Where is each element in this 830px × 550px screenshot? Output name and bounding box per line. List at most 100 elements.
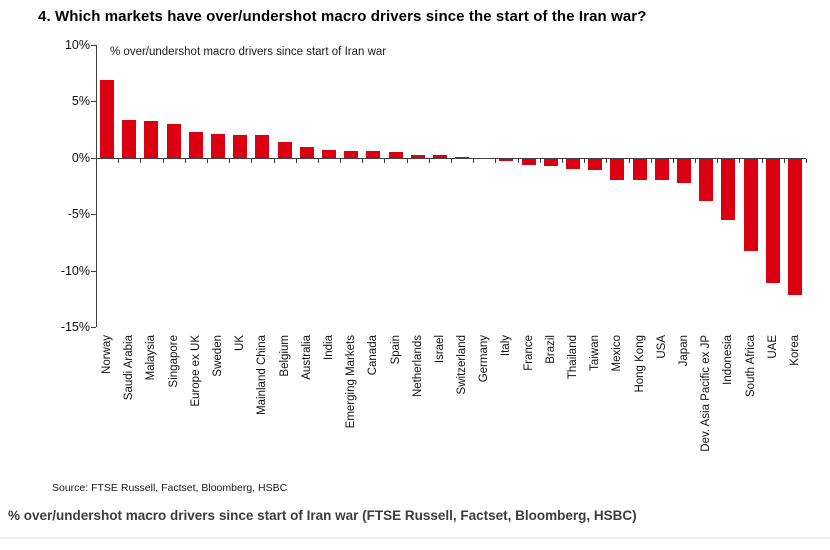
x-axis-tick (362, 158, 364, 163)
x-axis-category-label: Thailand (567, 335, 580, 380)
x-axis-tick (672, 158, 674, 163)
bar (655, 159, 669, 180)
x-axis-category-label: UAE (766, 335, 779, 359)
x-axis-tick (273, 158, 275, 163)
x-axis-tick (451, 158, 452, 163)
x-axis-line (96, 157, 806, 159)
x-axis-tick (695, 158, 697, 163)
bar (744, 159, 758, 251)
source-note: Source: FTSE Russell, Factset, Bloomberg… (52, 482, 288, 494)
bar (389, 152, 403, 158)
x-axis-tick (140, 158, 142, 163)
bar (544, 159, 558, 166)
x-axis-tick (162, 158, 164, 163)
x-axis-category-label: Taiwan (589, 335, 602, 371)
bar (300, 147, 314, 158)
bar (189, 132, 203, 158)
x-axis-category-label: India (322, 335, 335, 360)
y-axis-tick (91, 101, 96, 103)
x-axis-tick (628, 158, 630, 163)
x-axis-tick (806, 158, 807, 163)
x-axis-category-label: Japan (677, 335, 690, 367)
bar (233, 135, 247, 158)
y-axis-tick-label: 10% (64, 38, 90, 52)
caption: % over/undershot macro drivers since sta… (8, 508, 637, 523)
x-axis-tick (561, 158, 563, 163)
bar (610, 159, 624, 180)
x-axis-tick (539, 158, 541, 163)
x-axis-tick (473, 158, 475, 163)
x-axis-tick (295, 158, 297, 163)
x-axis-tick (118, 158, 120, 163)
x-axis-category-label: Germany (478, 335, 491, 383)
bar (411, 155, 425, 158)
bar (455, 157, 469, 158)
bar (677, 159, 691, 183)
x-axis-category-label: South Africa (744, 335, 757, 398)
bar (721, 159, 735, 220)
bar (122, 120, 136, 158)
bar (566, 159, 580, 169)
bar (699, 159, 713, 201)
x-axis-tick (406, 158, 408, 163)
bar (499, 159, 513, 161)
x-axis-category-label: Norway (101, 335, 114, 374)
bar-chart: 10% 5% 0% -5% -10% -15% Norway Saudi Arabia Mal… (60, 38, 807, 452)
x-axis-tick (317, 158, 319, 163)
x-axis-tick (606, 158, 608, 163)
x-axis-tick (495, 158, 497, 163)
x-axis-category-label: Belgium (278, 335, 291, 377)
bar (788, 159, 802, 295)
x-axis-category-label: Mainland China (256, 335, 269, 415)
y-axis-tick-label: 5% (71, 94, 90, 109)
bar (344, 151, 358, 158)
bar (366, 151, 380, 158)
x-axis-category-label: France (522, 335, 535, 371)
y-axis-tick (91, 157, 96, 159)
x-axis-category-label: Indonesia (722, 335, 735, 385)
bar (766, 159, 780, 283)
x-axis-tick (783, 158, 785, 163)
x-axis-tick (251, 158, 253, 163)
bar (255, 135, 269, 158)
x-axis-category-label: Netherlands (411, 335, 424, 398)
bar (278, 142, 292, 158)
x-axis-tick (96, 158, 97, 163)
x-axis-category-label: Emerging Markets (345, 335, 358, 429)
x-axis-tick (517, 158, 519, 163)
x-axis-category-label: UK (234, 335, 247, 351)
bar (433, 155, 447, 158)
x-axis-tick (206, 158, 208, 163)
y-axis-line (96, 45, 97, 327)
bar (633, 159, 647, 180)
y-axis-tick (91, 270, 96, 272)
x-axis-category-label: Sweden (212, 335, 225, 377)
x-axis-category-label: Korea (788, 335, 801, 366)
bar (588, 159, 602, 170)
x-axis-category-label: Spain (389, 335, 402, 365)
x-axis-tick (650, 158, 652, 163)
x-axis-category-label: Saudi Arabia (123, 335, 136, 401)
y-axis-tick (91, 214, 96, 216)
x-axis-tick (739, 158, 741, 163)
x-axis-tick (584, 158, 586, 163)
x-axis-tick (428, 158, 430, 163)
x-axis-category-label: Brazil (544, 335, 557, 364)
y-axis-tick (91, 45, 96, 46)
bar (167, 124, 181, 158)
bar (322, 150, 336, 158)
x-axis-tick (340, 158, 342, 163)
x-axis-tick (761, 158, 763, 163)
x-axis-tick (229, 158, 231, 163)
bar (100, 80, 114, 158)
x-axis-tick (384, 158, 386, 163)
y-axis-tick-label: -5% (67, 207, 90, 222)
bottom-divider (0, 537, 830, 539)
x-axis-category-label: USA (655, 335, 668, 359)
series-label: % over/undershot macro drivers since sta… (110, 46, 387, 58)
chart-title: 4. Which markets have over/undershot mac… (38, 8, 647, 25)
y-axis-tick (91, 327, 96, 328)
x-axis-category-label: Israel (433, 335, 446, 364)
y-axis-tick-label: -10% (60, 263, 90, 278)
